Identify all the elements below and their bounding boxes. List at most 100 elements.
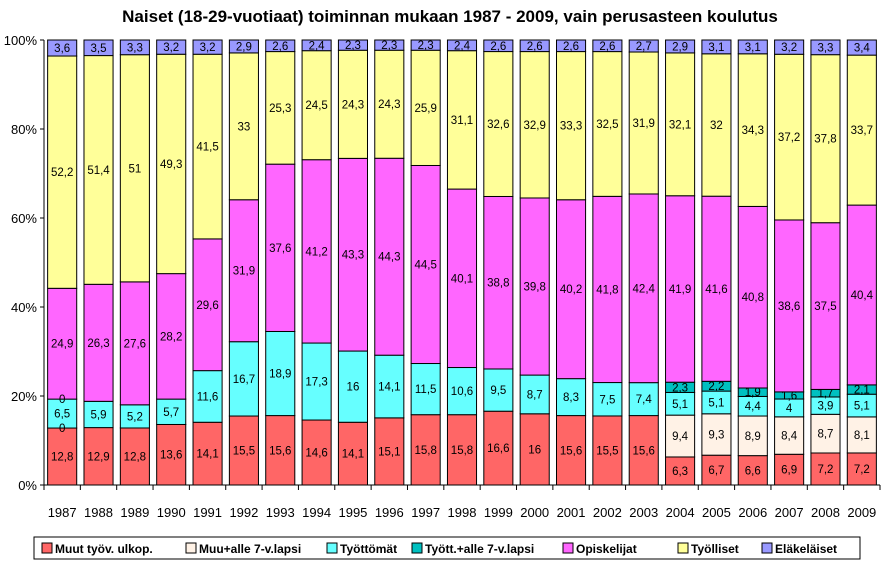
data-label: 7,2 [854,464,870,476]
y-tick-label: 100% [4,33,38,48]
legend-item: Eläkeläiset [761,542,837,556]
data-label: 3,1 [708,42,724,54]
data-label: 6,3 [672,466,688,478]
data-label: 1,9 [745,387,761,399]
bar-segment [301,39,332,52]
legend-swatch [677,542,689,554]
bar-segment [265,415,296,486]
bar-segment [701,195,732,382]
data-label: 5,2 [127,411,143,423]
bar-segment [156,398,187,425]
data-label: 11,6 [197,391,219,403]
data-label: 2,3 [381,40,397,52]
bar-segment [519,197,550,376]
data-label: 7,4 [636,394,653,406]
legend-item: Opiskelijat [562,542,637,556]
data-label: 3,4 [854,43,871,55]
bar-segment [556,51,587,201]
bar-segment [47,55,78,289]
legend-item: Muut työv. ulkop. [41,542,153,556]
data-label: 40,2 [560,284,582,296]
x-tick-label: 1993 [266,505,295,520]
legend-item: Työlliset [677,542,739,556]
bar-segment [774,219,805,393]
bar-segment [119,281,150,406]
data-label: 8,1 [854,430,870,442]
bar-group-1999: 16,6 9,5 38,8 32,6 2,6 [483,39,514,486]
bar-segment [737,455,768,486]
bar-segment [47,39,78,57]
y-tick-label: 20% [11,389,37,404]
data-label: 10,6 [451,386,473,398]
x-tick-label: 2008 [811,505,840,520]
bar-segment [592,382,623,417]
data-label: 41,9 [669,284,691,296]
data-label: 31,1 [451,115,473,127]
data-label: 14,1 [378,382,400,394]
data-label: 24,3 [378,99,400,111]
y-axis: 0% 20% 40% 60% 80% 100% [4,33,45,493]
bar-segment [665,414,696,458]
y-tick-label: 80% [11,122,37,137]
data-label: 26,3 [87,338,109,350]
bar-segment [774,39,805,55]
bar-group-2006: 6,6 8,9 4,4 1,9 40,8 34,3 3,1 [737,39,768,486]
data-label: 41,5 [196,142,218,154]
bar-segment [737,39,768,55]
data-label: 12,8 [51,452,73,464]
bar-segment [265,39,296,53]
data-label: 15,8 [414,445,436,457]
legend-item: Työttömät [326,542,397,556]
legend-swatch [562,542,574,554]
y-tick-label: 40% [11,300,37,315]
data-label: 2,3 [672,382,688,394]
data-label: 8,7 [527,389,543,401]
data-label: 5,1 [854,401,870,413]
x-tick-label: 1987 [48,505,77,520]
x-tick-label: 1988 [84,505,113,520]
data-label: 3,9 [817,401,833,413]
x-tick-label: 1994 [302,505,331,520]
bar-group-2004: 6,3 9,4 5,1 2,3 41,9 32,1 2,9 [665,39,696,486]
data-label: 42,4 [633,283,656,295]
bar-segment [846,416,877,454]
data-label: 14,1 [196,449,218,461]
bar-segment [265,163,296,332]
data-label: 2,7 [636,41,652,53]
legend: Muut työv. ulkop. Muu+alle 7-v.lapsi Tyött… [33,536,861,560]
data-label: 2,6 [490,41,506,53]
zero-data-label: 0 [59,394,65,406]
bar-segment [83,400,114,429]
x-tick-label: 2001 [557,505,586,520]
bar-group-1991: 14,1 11,6 29,6 41,5 3,2 [192,39,223,486]
data-label: 13,6 [160,450,182,462]
data-label: 2,4 [454,40,471,52]
data-label: 9,4 [672,431,689,443]
bar-segment [810,39,841,56]
legend-box [33,536,861,560]
bar-segment [592,415,623,486]
bar-group-2009: 7,2 8,1 5,1 2,1 40,4 33,7 3,4 [846,39,877,486]
bar-segment [665,456,696,486]
bar-segment [846,39,877,56]
plot-area: 12,8 6,5 24,9 52,2 3,6 12,9 5,9 26,3 51,4 3,5 12,8… [47,39,877,486]
data-label: 32,9 [524,120,546,132]
x-tick-label: 1991 [193,505,222,520]
data-label: 29,6 [196,300,218,312]
bar-segment [192,238,223,372]
data-label: 25,3 [269,103,291,115]
data-label: 9,5 [490,385,506,397]
data-label: 4,4 [745,401,762,413]
bar-segment [483,39,514,53]
y-tick-label: 60% [11,211,37,226]
bar-segment [846,204,877,386]
data-label: 2,6 [272,41,288,53]
legend-swatch [41,542,53,554]
bar-segment [83,39,114,57]
data-label: 2,6 [527,41,543,53]
bar-segment [737,205,768,389]
data-label: 37,6 [269,243,291,255]
bar-segment [228,52,259,201]
bar-group-1992: 15,5 16,7 31,9 33 2,9 [228,39,259,486]
data-label: 12,8 [124,451,146,463]
